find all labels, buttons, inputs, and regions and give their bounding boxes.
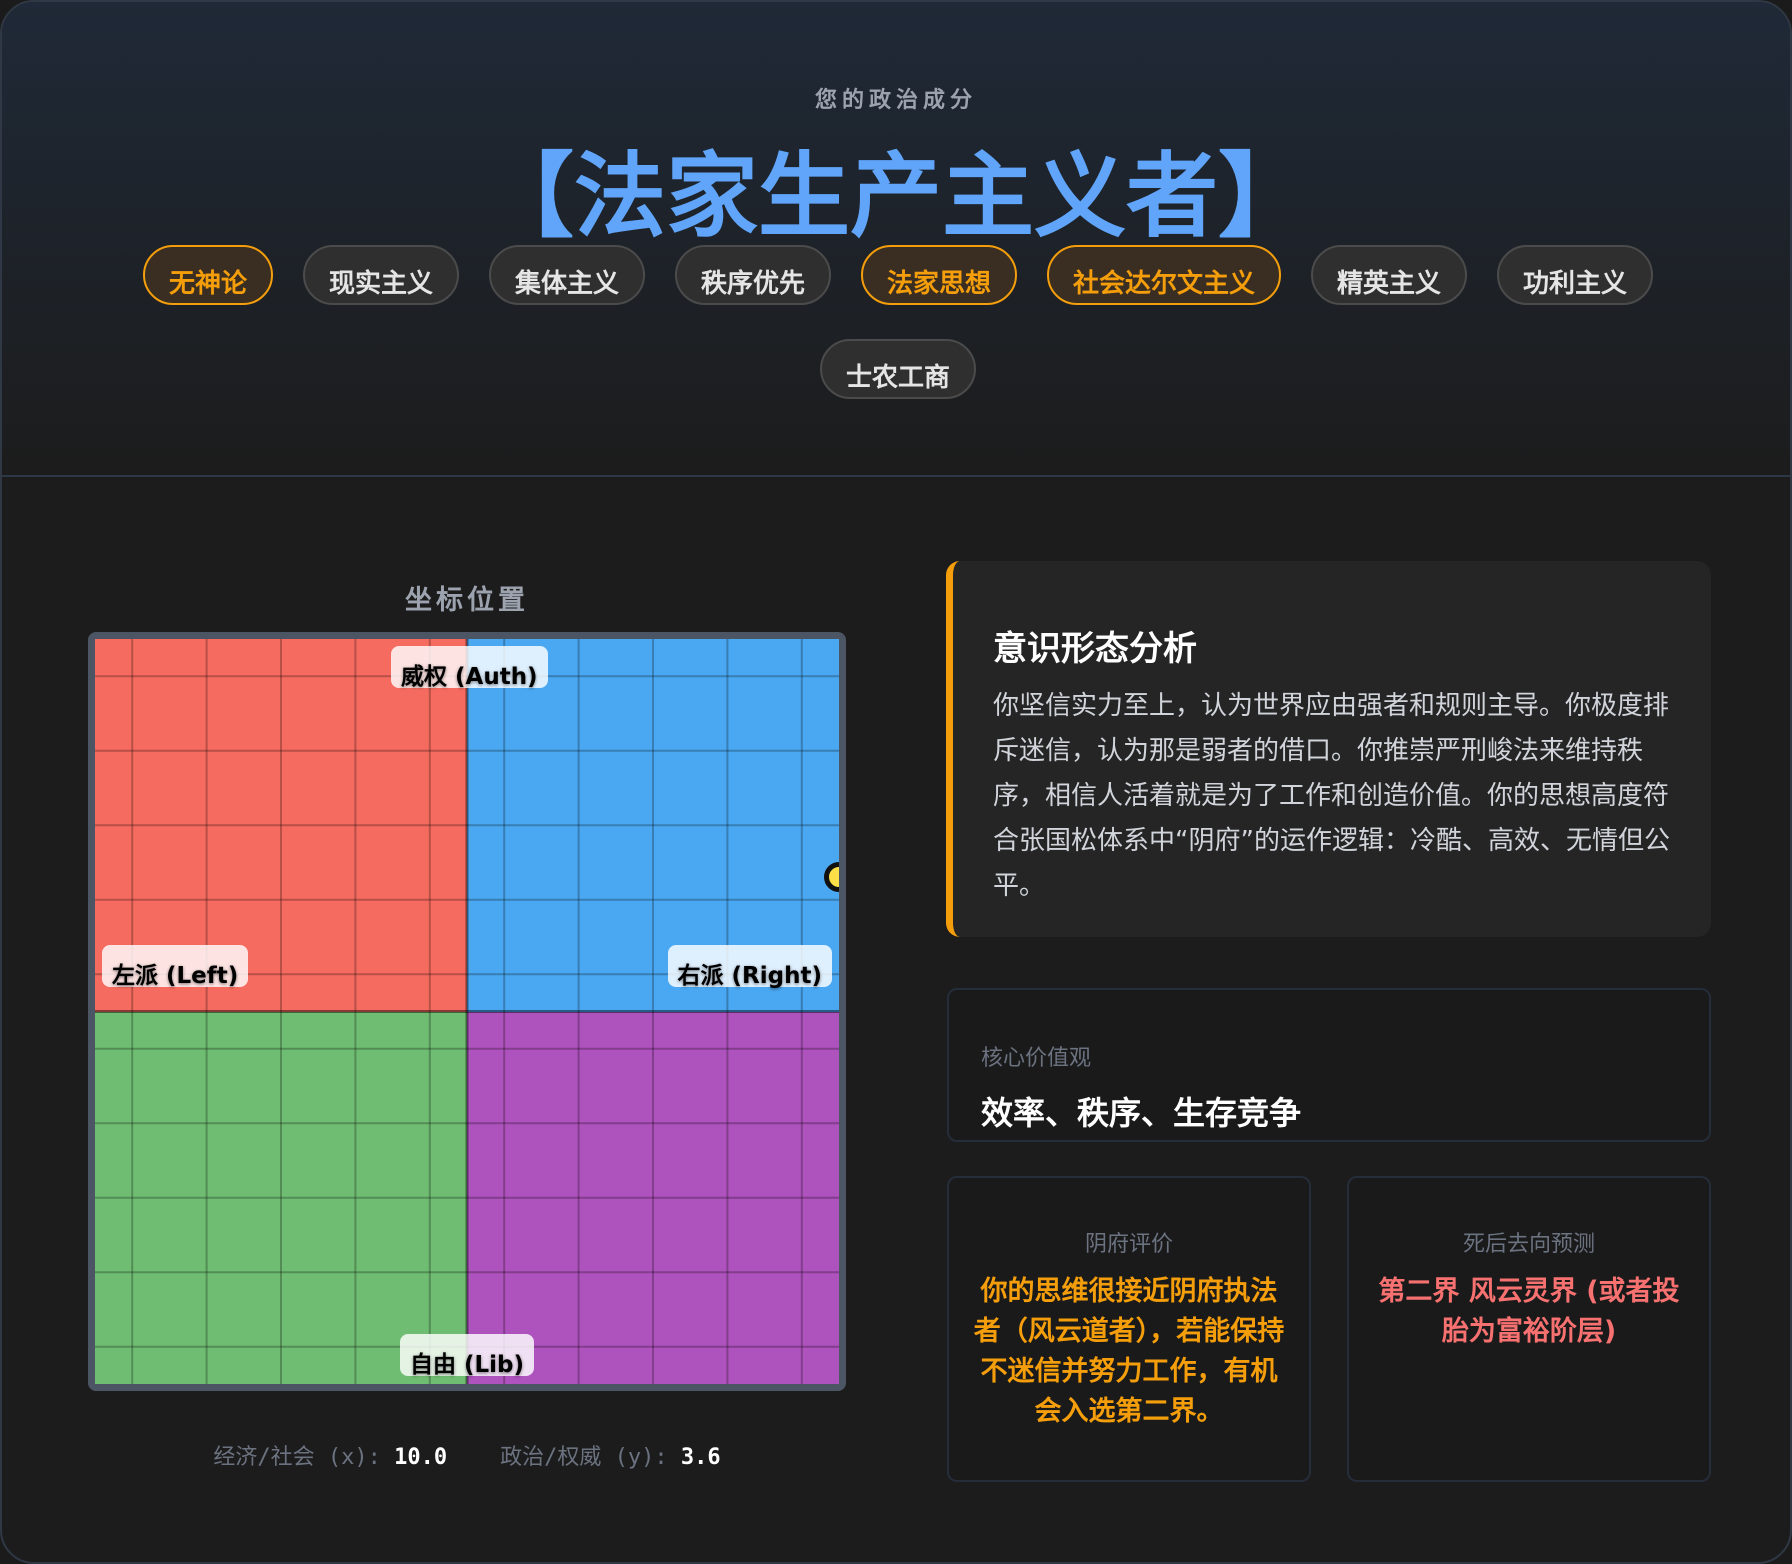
tag-2: 集体主义 xyxy=(488,245,645,305)
ideology-title: 【法家生产主义者】 xyxy=(481,143,1310,250)
afterlife-label: 死后去向预测 xyxy=(1462,1232,1595,1257)
label-left: 左派 (Left) xyxy=(102,945,249,989)
result-header: 您的政治成分 【法家生产主义者】 无神论 现实主义 集体主义 秩序优先 法家思想 社会达尔… xyxy=(2,2,1790,477)
afterlife-value: 第二界 风云灵界 (或者投胎为富裕阶层) xyxy=(1378,1276,1680,1347)
political-compass: 威权 (Auth) 左派 (Left) 右派 (Right) 自由 (Lib) xyxy=(88,632,846,1391)
compass-title: 坐标位置 xyxy=(405,585,529,616)
tag-5: 社会达尔文主义 xyxy=(1047,245,1282,305)
yinfu-evaluation-box: 阴府评价 你的思维很接近阴府执法者（风云道者），若能保持不迷信并努力工作，有机会… xyxy=(947,1176,1311,1482)
tag-0: 无神论 xyxy=(142,245,273,305)
label-auth: 威权 (Auth) xyxy=(391,646,548,690)
analysis-title: 意识形态分析 xyxy=(993,629,1197,669)
quadrant-lib-left xyxy=(95,1011,467,1384)
tag-1: 现实主义 xyxy=(302,245,459,305)
coordinate-readout: 经济/社会 (x): 10.0 政治/权威 (y): 3.6 xyxy=(88,1439,846,1471)
afterlife-prediction-box: 死后去向预测 第二界 风云灵界 (或者投胎为富裕阶层) xyxy=(1347,1176,1711,1482)
label-right: 右派 (Right) xyxy=(667,945,832,989)
analysis-panel: 意识形态分析 你坚信实力至上，认为世界应由强者和规则主导。你极度排斥迷信，认为那… xyxy=(946,561,1711,937)
compass-grid xyxy=(95,639,839,1384)
yinfu-label: 阴府评价 xyxy=(1084,1232,1173,1257)
label-lib: 自由 (Lib) xyxy=(400,1334,535,1378)
tag-list: 无神论 现实主义 集体主义 秩序优先 法家思想 社会达尔文主义 精英主义 功利主义士农工商 xyxy=(92,245,1704,399)
tag-3: 秩序优先 xyxy=(674,245,831,305)
core-values-label: 核心价值观 xyxy=(981,1046,1092,1071)
core-values-box: 核心价值观 效率、秩序、生存竞争 xyxy=(947,988,1711,1142)
tag-4: 法家思想 xyxy=(861,245,1018,305)
tag-8: 士农工商 xyxy=(819,339,976,399)
yinfu-value: 你的思维很接近阴府执法者（风云道者），若能保持不迷信并努力工作，有机会入选第二界… xyxy=(973,1276,1285,1427)
tag-6: 精英主义 xyxy=(1311,245,1468,305)
x-value: 10.0 xyxy=(394,1445,448,1470)
quadrant-lib-right xyxy=(467,1011,839,1384)
y-value: 3.6 xyxy=(680,1445,721,1470)
core-values-value: 效率、秩序、生存竞争 xyxy=(981,1094,1302,1132)
analysis-body: 你坚信实力至上，认为世界应由强者和规则主导。你极度排斥迷信，认为那是弱者的借口。… xyxy=(993,691,1670,901)
subtitle: 您的政治成分 xyxy=(814,88,977,113)
x-label: 经济/社会 (x): xyxy=(213,1445,381,1470)
tag-7: 功利主义 xyxy=(1497,245,1654,305)
y-label: 政治/权威 (y): xyxy=(500,1445,668,1470)
position-marker xyxy=(824,862,839,893)
